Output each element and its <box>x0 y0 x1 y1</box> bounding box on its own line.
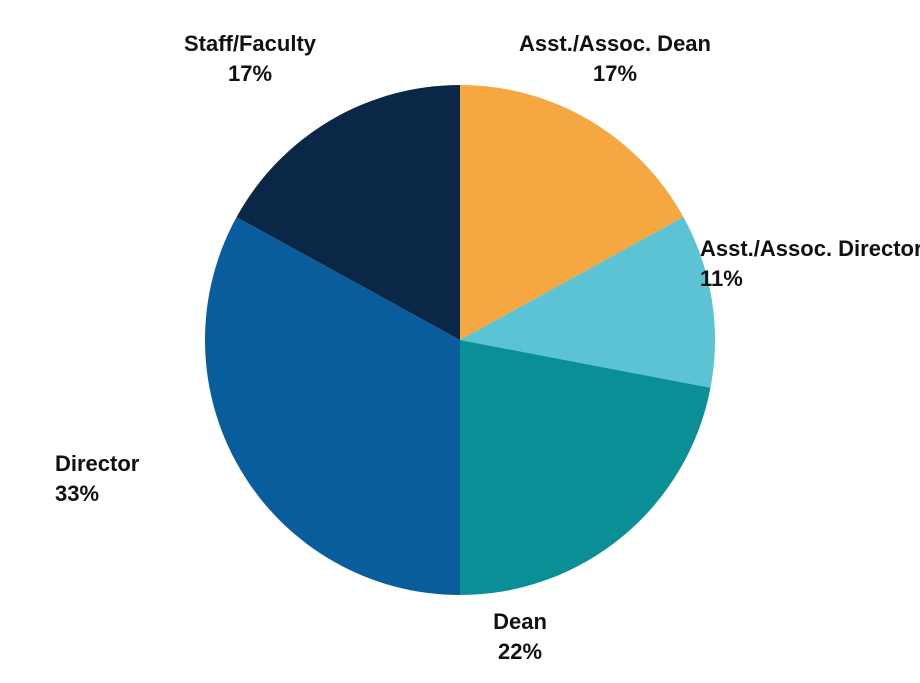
pie-chart <box>0 0 920 683</box>
slice-percent: 17% <box>485 60 745 88</box>
slice-name: Asst./Assoc. Dean <box>485 30 745 58</box>
slice-name: Asst./Assoc. Director <box>700 235 920 263</box>
slice-name: Staff/Faculty <box>140 30 360 58</box>
slice-name: Dean <box>440 608 600 636</box>
pie-slice-label: Director33% <box>55 450 215 507</box>
slice-percent: 22% <box>440 638 600 666</box>
pie-slice-label: Staff/Faculty17% <box>140 30 360 87</box>
slice-percent: 17% <box>140 60 360 88</box>
pie-chart-container: Asst./Assoc. Dean17%Asst./Assoc. Directo… <box>0 0 920 683</box>
slice-name: Director <box>55 450 215 478</box>
slice-percent: 33% <box>55 480 215 508</box>
pie-slice-label: Asst./Assoc. Dean17% <box>485 30 745 87</box>
slice-percent: 11% <box>700 265 920 293</box>
pie-slice-label: Dean22% <box>440 608 600 665</box>
pie-slice-label: Asst./Assoc. Director11% <box>700 235 920 292</box>
